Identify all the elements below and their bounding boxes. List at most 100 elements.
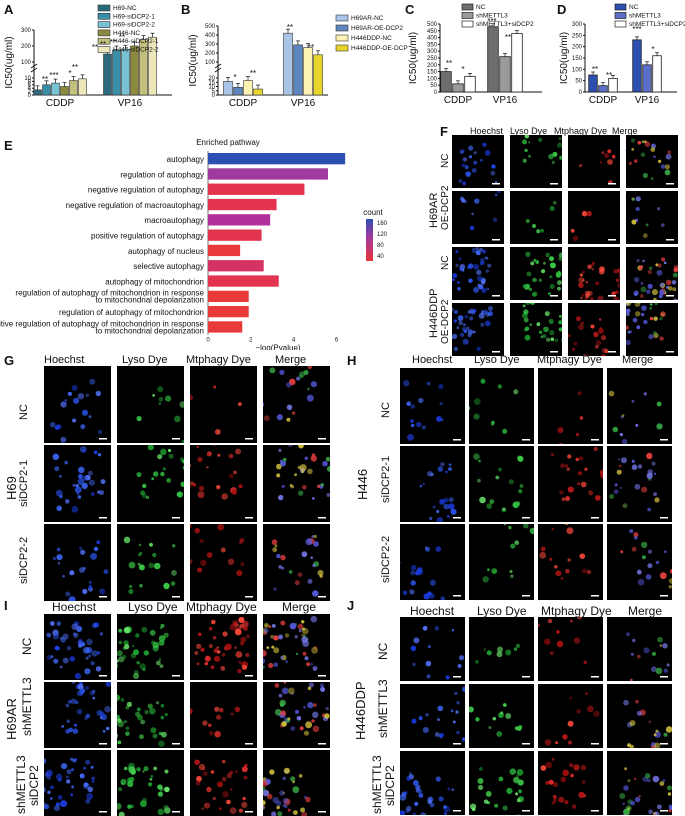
- cell-spot: [614, 483, 618, 487]
- cell-spot: [263, 657, 266, 664]
- cell-spot: [294, 473, 297, 477]
- cell-spot: [49, 797, 53, 800]
- cell-spot: [438, 383, 444, 390]
- cell-spot: [105, 682, 111, 687]
- cell-spot: [585, 281, 589, 284]
- cell-spot: [414, 801, 419, 806]
- cell-spot: [282, 791, 285, 795]
- legend-label: NC: [629, 4, 639, 11]
- cell-spot: [408, 772, 412, 776]
- cell-spot: [235, 770, 238, 774]
- cell-spot: [147, 445, 154, 451]
- cell-spot: [662, 643, 668, 649]
- cell-spot: [655, 667, 663, 675]
- cell-spot: [56, 773, 63, 780]
- cell-spot: [301, 620, 305, 624]
- cell-spot: [460, 332, 465, 337]
- legend-swatch: [461, 3, 474, 11]
- cell-spot: [75, 484, 79, 488]
- cell-spot: [586, 211, 592, 217]
- cell-spot: [538, 278, 542, 282]
- h-r1-lyso: [469, 368, 534, 444]
- cell-spot: [636, 325, 641, 330]
- y-tick-label: 300: [572, 22, 583, 28]
- cell-spot: [621, 813, 627, 815]
- cell-spot: [434, 626, 440, 631]
- cell-spot: [480, 378, 486, 384]
- cell-spot: [302, 485, 307, 490]
- cell-spot: [458, 257, 462, 261]
- scale-bar: [591, 810, 599, 812]
- cell-spot: [509, 570, 513, 573]
- cell-spot: [130, 653, 137, 659]
- cell-spot: [437, 466, 443, 472]
- f-group-h69ar: H69AR: [428, 192, 440, 228]
- cell-spot: [631, 197, 635, 201]
- cell-spot: [600, 473, 603, 479]
- cell-spot: [304, 456, 308, 460]
- cell-spot: [567, 558, 571, 562]
- scale-bar: [608, 351, 616, 353]
- cell-spot: [476, 275, 483, 282]
- cell-spot: [214, 655, 221, 662]
- cell-spot: [459, 264, 466, 270]
- cell-spot: [93, 546, 99, 552]
- cell-spot: [668, 585, 672, 589]
- cell-spot: [485, 256, 489, 260]
- cell-spot: [416, 567, 423, 573]
- cell-spot: [100, 479, 106, 485]
- f-r2-mtphagy: [568, 191, 620, 244]
- cell-spot: [581, 278, 585, 282]
- y-tick-label: 300: [427, 49, 438, 55]
- cell-spot: [557, 427, 564, 434]
- i-header-mtphagy: Mtphagy Dye: [186, 600, 257, 614]
- cell-spot: [429, 516, 433, 520]
- cell-spot: [634, 796, 641, 803]
- cell-spot: [208, 723, 212, 727]
- cell-spot: [461, 737, 465, 742]
- cell-spot: [165, 395, 172, 402]
- cell-spot: [291, 692, 294, 695]
- cell-spot: [99, 490, 105, 496]
- cell-spot: [83, 766, 86, 770]
- i-r3-mtphagy: [190, 750, 257, 816]
- cell-spot: [90, 765, 94, 769]
- cell-spot: [66, 646, 72, 651]
- cell-spot: [157, 784, 163, 790]
- cell-spot: [471, 247, 477, 253]
- cell-spot: [634, 293, 638, 297]
- cell-spot: [300, 807, 306, 813]
- cell-spot: [307, 468, 313, 475]
- cell-spot: [672, 272, 678, 278]
- cell-spot: [524, 135, 529, 139]
- cell-spot: [478, 312, 485, 319]
- cell-spot: [665, 153, 672, 160]
- cell-spot: [410, 419, 414, 423]
- cell-spot: [667, 150, 672, 154]
- y-tick-label: 200: [572, 45, 583, 51]
- cell-spot: [491, 422, 494, 426]
- cell-spot: [555, 741, 558, 745]
- cell-spot: [668, 578, 672, 584]
- cell-spot: [575, 457, 579, 462]
- cell-spot: [145, 495, 150, 499]
- cell-spot: [79, 446, 87, 453]
- cell-spot: [423, 593, 430, 600]
- cell-spot: [649, 306, 653, 310]
- cell-spot: [496, 731, 503, 737]
- scale-bar: [591, 439, 599, 441]
- cell-spot: [480, 158, 483, 162]
- cell-spot: [276, 414, 283, 421]
- cell-spot: [473, 151, 477, 155]
- cell-spot: [285, 660, 288, 664]
- axis-break: [214, 67, 222, 73]
- axis-break: [30, 67, 38, 73]
- cell-spot: [494, 193, 498, 197]
- cell-spot: [53, 658, 59, 664]
- cell-spot: [286, 404, 293, 411]
- cell-spot: [291, 411, 296, 415]
- j-row-3b: siDCP2: [383, 765, 397, 806]
- cell-spot: [522, 304, 526, 308]
- cell-spot: [117, 659, 119, 663]
- scale-bar: [172, 675, 180, 677]
